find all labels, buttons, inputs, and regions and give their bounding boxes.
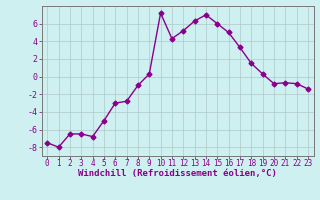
X-axis label: Windchill (Refroidissement éolien,°C): Windchill (Refroidissement éolien,°C) — [78, 169, 277, 178]
